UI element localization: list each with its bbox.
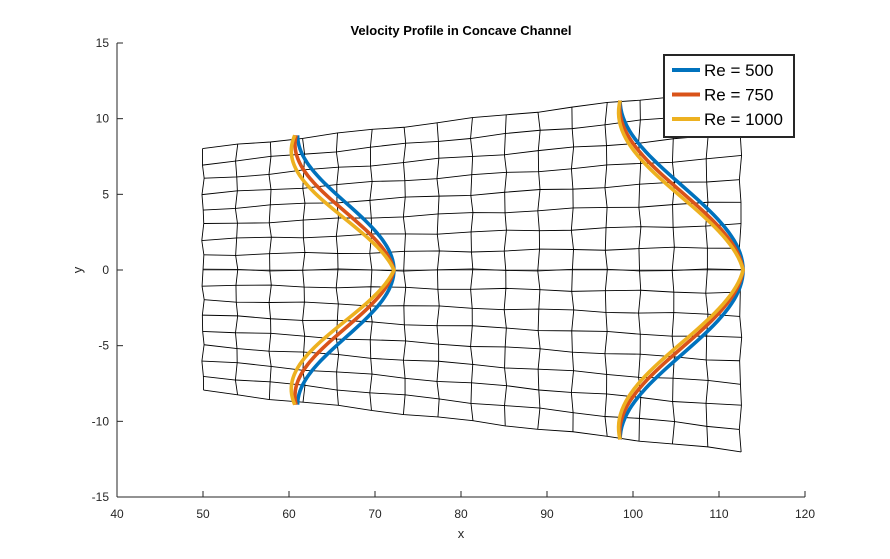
mesh-line-vertical	[570, 107, 575, 432]
x-tick-label: 60	[282, 507, 296, 521]
mesh-line-vertical	[671, 96, 675, 445]
mesh-line-vertical	[234, 144, 239, 395]
x-tick-label: 110	[709, 507, 728, 521]
mesh-line-vertical	[470, 117, 474, 421]
x-tick-label: 100	[623, 507, 643, 521]
legend-entry-label: Re = 1000	[704, 110, 783, 129]
legend: Re = 500 Re = 750 Re = 1000	[663, 54, 795, 138]
y-tick-label: 0	[102, 263, 109, 277]
x-tick-label: 120	[795, 507, 815, 521]
mesh-line-horizontal	[202, 110, 740, 166]
y-tick-label: 15	[96, 36, 110, 50]
profile-line-re-1000	[289, 134, 396, 406]
y-tick-label: -10	[92, 414, 110, 428]
x-tick-label: 50	[196, 507, 210, 521]
mesh-line-vertical	[268, 141, 272, 400]
mesh-line-vertical	[604, 102, 608, 437]
x-axis-label: x	[458, 526, 465, 541]
legend-entry-label: Re = 500	[704, 61, 773, 80]
x-tick-label: 40	[110, 507, 124, 521]
mesh-line-vertical	[705, 91, 709, 447]
chart-title: Velocity Profile in Concave Channel	[350, 23, 571, 38]
profile-line-re-1000	[616, 100, 745, 440]
mesh-line-vertical	[335, 132, 340, 406]
mesh-line-vertical	[201, 148, 205, 391]
x-tick-label: 80	[454, 507, 468, 521]
mesh-line-vertical	[537, 112, 541, 430]
y-tick-label: 5	[102, 187, 109, 201]
axes: 40 50 60 70 80 90 100 110 120 -15 -10 -5 0 5 10 15	[92, 36, 816, 521]
y-tick-label: 10	[96, 112, 110, 126]
mesh-line-vertical	[402, 127, 407, 415]
mesh-line-vertical	[503, 114, 508, 426]
y-axis-label: y	[70, 266, 85, 273]
y-tick-label: -15	[92, 490, 110, 504]
x-tick-label: 90	[540, 507, 554, 521]
x-tick-label: 70	[368, 507, 382, 521]
legend-entry-label: Re = 750	[704, 86, 773, 105]
mesh-line-horizontal	[203, 389, 742, 453]
y-tick-label: -5	[98, 339, 109, 353]
velocity-profile-series	[289, 100, 745, 440]
